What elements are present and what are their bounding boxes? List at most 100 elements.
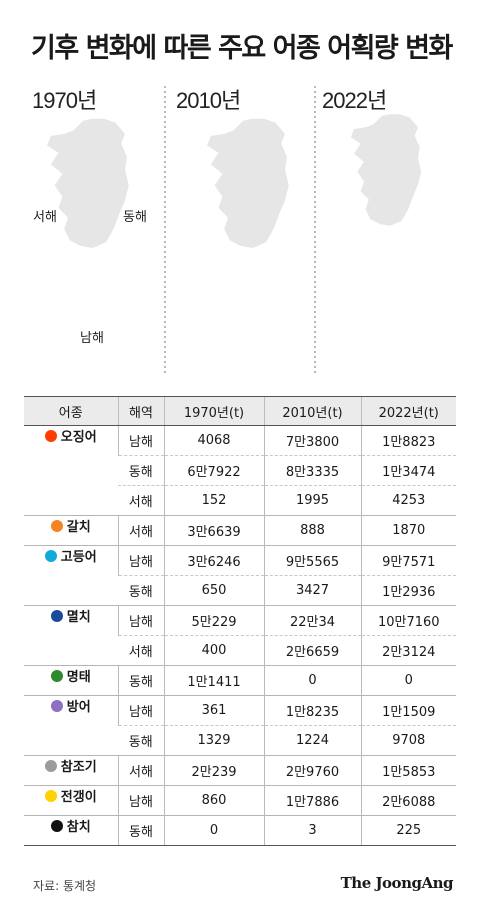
- species-cell: 갈치: [24, 515, 118, 546]
- species-cell: 멸치: [24, 605, 118, 666]
- value-cell: 1224: [263, 725, 361, 756]
- sea-cell: 서해: [117, 515, 164, 546]
- species-color-dot: [50, 700, 63, 712]
- table-row: 서해 400 2만6659 2만3124: [24, 635, 456, 666]
- table-header-row: 어종 해역 1970년(t) 2010년(t) 2022년(t): [24, 396, 456, 426]
- value-cell: 400: [163, 635, 264, 666]
- table-row: 오징어 남해 4068 7만3800 1만8823: [24, 425, 456, 516]
- value-cell: 225: [360, 815, 456, 846]
- table-row: 서해 152 1995 4253: [24, 485, 456, 516]
- sea-cell: 남해: [117, 605, 164, 636]
- value-cell: 1만2936: [360, 575, 456, 606]
- value-cell: 22만34: [263, 605, 361, 636]
- value-cell: 9만5565: [263, 545, 361, 576]
- species-name: 명태: [66, 670, 91, 685]
- column-header: 1970년(t): [163, 396, 264, 426]
- species-cell: 참치: [24, 815, 118, 846]
- value-cell: 0: [163, 815, 264, 846]
- value-cell: 1329: [163, 725, 264, 756]
- value-cell: 3만6246: [163, 545, 264, 576]
- column-header: 어종: [24, 396, 118, 426]
- species-cell: 오징어: [24, 425, 118, 516]
- species-name: 멸치: [66, 610, 91, 625]
- year-label: 1970년: [32, 88, 96, 113]
- species-cell: 전갱이: [24, 785, 118, 816]
- sea-cell: 동해: [118, 455, 164, 486]
- species-name: 방어: [66, 700, 91, 715]
- species-name: 오징어: [60, 430, 97, 445]
- table-row: 참치 동해 0 3 225: [24, 815, 456, 846]
- species-cell: 방어: [24, 695, 118, 756]
- value-cell: 0: [360, 665, 456, 696]
- source-note: 자료: 통계청: [33, 879, 97, 893]
- species-name: 참조기: [60, 760, 97, 775]
- sea-cell: 동해: [117, 815, 164, 846]
- sea-cell: 동해: [117, 665, 164, 696]
- chart-title: 기후 변화에 따른 주요 어종 어획량 변화: [31, 33, 453, 64]
- value-cell: 5만229: [163, 605, 264, 636]
- species-color-dot: [50, 820, 63, 832]
- sea-cell: 서해: [117, 755, 164, 786]
- species-cell: 고등어: [24, 545, 118, 606]
- publisher-logo: The JoongAng: [340, 874, 454, 892]
- table-body: 오징어 남해 4068 7만3800 1만8823 동해 6만7922 8만3335 1만347…: [24, 425, 456, 846]
- species-color-dot: [50, 520, 63, 532]
- sea-cell: 동해: [118, 725, 164, 756]
- value-cell: 6만7922: [163, 455, 264, 486]
- species-name: 전갱이: [60, 790, 97, 805]
- korea-map-shape: [47, 118, 129, 248]
- species-cell: 참조기: [24, 755, 118, 786]
- sea-cell: 남해: [117, 785, 164, 816]
- value-cell: 8만3335: [263, 455, 361, 486]
- value-cell: 2만6088: [360, 785, 456, 816]
- value-cell: 1만7886: [263, 785, 361, 816]
- value-cell: 0: [263, 665, 361, 696]
- species-color-dot: [50, 670, 63, 682]
- value-cell: 2만3124: [360, 635, 456, 666]
- korea-map-shape: [207, 118, 289, 248]
- value-cell: 3427: [263, 575, 361, 606]
- value-cell: 2만6659: [263, 635, 361, 666]
- sea-cell: 서해: [118, 485, 164, 516]
- value-cell: 7만3800: [263, 425, 361, 456]
- table-row: 동해 1329 1224 9708: [24, 725, 456, 756]
- sea-cell: 동해: [118, 575, 164, 606]
- species-color-dot: [44, 550, 57, 562]
- value-cell: 650: [163, 575, 264, 606]
- value-cell: 1만8235: [263, 695, 361, 726]
- value-cell: 1만1411: [163, 665, 264, 696]
- value-cell: 152: [163, 485, 264, 516]
- value-cell: 1995: [263, 485, 361, 516]
- value-cell: 1만5853: [360, 755, 456, 786]
- species-color-dot: [44, 760, 57, 772]
- value-cell: 1만8823: [360, 425, 456, 456]
- sea-cell: 남해: [117, 545, 164, 576]
- value-cell: 1870: [360, 515, 456, 546]
- species-color-dot: [44, 430, 57, 442]
- value-cell: 3: [263, 815, 361, 846]
- value-cell: 4253: [360, 485, 456, 516]
- species-name: 갈치: [66, 520, 91, 535]
- korea-map-shape: [350, 114, 422, 226]
- value-cell: 9만7571: [360, 545, 456, 576]
- species-color-dot: [44, 790, 57, 802]
- table-row: 전갱이 남해 860 1만7886 2만6088: [24, 785, 456, 816]
- species-name: 참치: [66, 820, 91, 835]
- region-label-west: 서해: [33, 210, 57, 225]
- value-cell: 9708: [360, 725, 456, 756]
- species-color-dot: [50, 610, 63, 622]
- table-row: 방어 남해 361 1만8235 1만1509: [24, 695, 456, 756]
- sea-cell: 남해: [117, 695, 164, 726]
- species-cell: 명태: [24, 665, 118, 696]
- value-cell: 860: [163, 785, 264, 816]
- table-row: 명태 동해 1만1411 0 0: [24, 665, 456, 696]
- value-cell: 888: [263, 515, 361, 546]
- column-header: 2010년(t): [263, 396, 361, 426]
- region-label-south: 남해: [80, 331, 104, 346]
- year-label: 2022년: [322, 88, 386, 113]
- catch-data-table: 어종 해역 1970년(t) 2010년(t) 2022년(t) 오징어 남해 4068 7만…: [24, 396, 456, 846]
- value-cell: 1만1509: [360, 695, 456, 726]
- region-label-east: 동해: [123, 210, 147, 225]
- table-row: 참조기 서해 2만239 2만9760 1만5853: [24, 755, 456, 786]
